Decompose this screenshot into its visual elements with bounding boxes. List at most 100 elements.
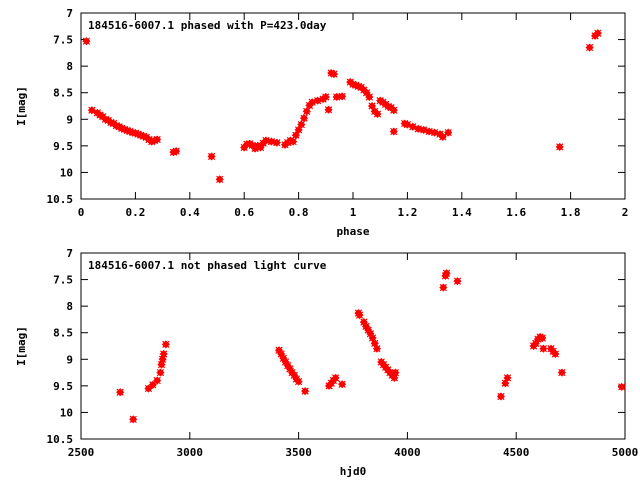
unphased-y-tick-label: 7 [66,247,73,260]
unphased-x-tick-label: 4500 [503,446,530,459]
phased-y-axis-label: I[mag] [15,86,28,126]
phased-data-point [438,132,447,141]
unphased-y-tick-label: 9 [66,353,73,366]
unphased-data-point [161,340,170,349]
unphased-data-point [538,333,547,343]
unphased-data-point [355,311,364,320]
phased-data-point [365,92,374,102]
unphased-y-axis-label: I[mag] [15,326,28,366]
phased-data-point [153,135,162,144]
unphased-y-tick-label: 10.5 [47,433,74,446]
phased-y-tick-label: 7.5 [53,34,73,47]
unphased-chart-title: 184516-6007.1 not phased light curve [88,259,327,272]
phased-data-point [367,101,377,111]
unphased-y-tick-label: 8 [66,300,73,313]
unphased-data-point [129,415,138,424]
phased-y-tick-label: 8 [66,60,73,73]
phased-data-point [291,131,300,140]
unphased-data-point [294,377,303,386]
unphased-data-point [290,371,299,380]
unphased-data-point [116,388,125,397]
unphased-x-tick-label: 4000 [394,446,421,459]
unphased-data-point [442,269,451,278]
phased-y-tick-label: 9 [66,113,73,126]
unphased-data-point [158,355,167,364]
unphased-y-tick-label: 8.5 [53,327,73,340]
phased-data-point [302,107,311,116]
phased-x-tick-label: 0 [78,206,85,219]
unphased-x-tick-label: 2500 [68,446,95,459]
phased-data-point [373,109,382,119]
unphased-y-axis-ticks: 7 7.5 8 8.5 9 9.5 10 10.5 [47,247,625,446]
phased-data-point [82,37,91,46]
phased-data-point [172,147,181,156]
unphased-data-points [116,269,626,424]
unphased-data-point [301,387,310,396]
unphased-data-point [501,379,510,388]
phased-data-point [414,124,423,133]
unphased-light-curve-panel: 7 7.5 8 8.5 9 9.5 10 10.5 2500 3000 3500 4000 4500 5… [15,247,638,478]
unphased-data-point [503,373,512,382]
unphased-data-point [156,368,165,377]
unphased-data-point [391,368,400,377]
unphased-data-point [453,277,462,286]
phased-data-point [362,88,371,97]
unphased-data-point [153,376,162,385]
unphased-data-point [551,349,560,359]
phased-data-point [215,175,224,184]
phased-x-tick-label: 1 [350,206,357,219]
unphased-x-tick-label: 3000 [177,446,204,459]
unphased-data-point [439,283,448,292]
unphased-data-point [157,360,166,369]
phased-data-point [444,128,453,137]
unphased-x-tick-label: 3500 [285,446,312,459]
phased-y-tick-label: 8.5 [53,87,73,100]
phased-x-tick-label: 2 [622,206,629,219]
phased-data-point [389,106,398,115]
phased-y-tick-label: 10 [60,166,73,179]
phased-data-point [425,127,434,136]
phased-data-point [338,92,347,101]
phased-x-tick-label: 0.8 [289,206,309,219]
phased-y-tick-label: 10.5 [47,193,74,206]
phased-data-point [329,70,339,79]
unphased-data-point [617,382,626,391]
phased-data-point [555,142,564,151]
phased-data-point [403,120,412,129]
unphased-x-axis-ticks: 2500 3000 3500 4000 4500 5000 [68,253,639,459]
phased-data-points [82,29,602,184]
phased-x-axis-ticks: 0 0.2 0.4 0.6 0.8 1 1.2 1.4 1.6 1.8 2 [78,13,629,219]
phased-data-point [297,120,306,129]
phased-y-tick-label: 9.5 [53,140,73,153]
phased-x-tick-label: 1.8 [561,206,581,219]
phased-x-tick-label: 0.6 [234,206,254,219]
phased-data-point [261,136,271,145]
phased-data-point [593,29,602,38]
phased-y-axis-ticks: 7 7.5 8 8.5 9 9.5 10 10.5 [47,7,625,206]
unphased-y-tick-label: 7.5 [53,274,73,287]
unphased-data-point [372,344,381,353]
unphased-x-tick-label: 5000 [612,446,639,459]
unphased-data-point [283,361,292,370]
phased-x-tick-label: 1.4 [452,206,472,219]
phased-x-tick-label: 1.2 [397,206,417,219]
phased-data-point [299,114,309,123]
phased-data-point [321,92,330,102]
phased-data-point [289,137,298,146]
phased-data-point [324,105,333,114]
phased-data-point [207,152,216,161]
unphased-data-point [159,349,168,359]
unphased-y-tick-label: 10 [60,406,73,419]
unphased-data-point [539,344,548,353]
unphased-data-point [331,373,340,382]
unphased-data-point [496,392,506,401]
unphased-plot-frame [80,252,626,440]
phased-data-point [585,43,594,52]
phased-data-point [267,137,276,146]
phased-y-tick-label: 7 [66,7,73,20]
phased-x-tick-label: 1.6 [506,206,526,219]
unphased-x-axis-label: hjd0 [340,465,367,478]
phased-x-tick-label: 0.2 [125,206,145,219]
unphased-data-point [281,357,290,366]
